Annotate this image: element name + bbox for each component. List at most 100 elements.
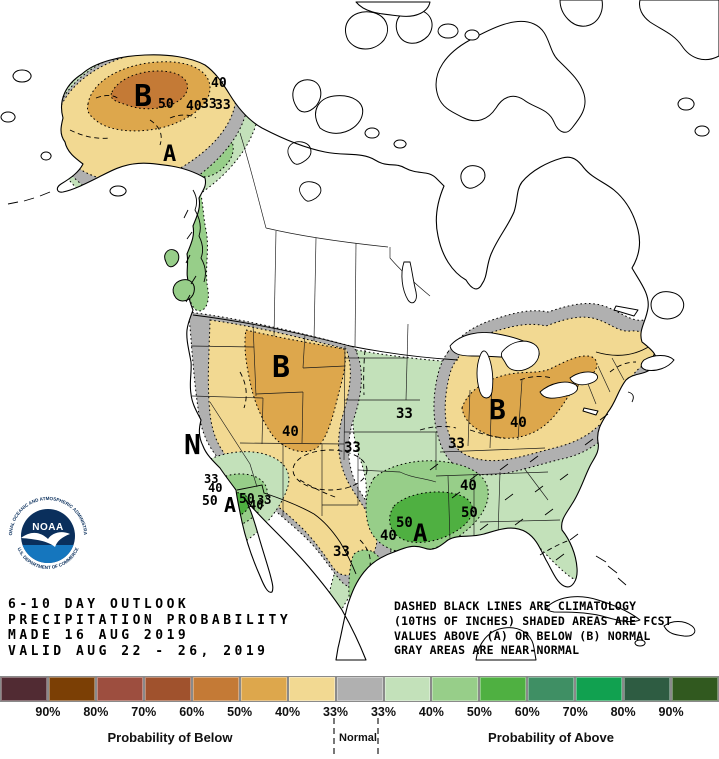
seagull-icon <box>21 532 70 547</box>
probability-legend: 90% 80% 70% 60% 50% 40% 33% 33% 40% 50% 60% 70% 80% 9… <box>0 676 719 756</box>
legend-cell-above_33 <box>383 676 432 702</box>
map-label-50: 50 <box>202 494 218 509</box>
legend-tick-labels: 90% 80% 70% 60% 50% 40% 33% 33% 40% 50% 60% 70% 80% 9… <box>0 702 719 722</box>
title-line-1: 6-10 DAY OUTLOOK <box>8 597 190 612</box>
kodiak-island <box>109 185 127 197</box>
map-label-33: 33 <box>396 406 413 422</box>
legend-cell-below_80 <box>47 676 96 702</box>
legend-cell-below_60 <box>143 676 192 702</box>
jamaica <box>634 639 646 647</box>
greenland <box>639 0 719 61</box>
nova-scotia <box>640 355 675 371</box>
map-label-B: B <box>272 350 290 385</box>
region-below-50-alaska-core <box>110 70 188 110</box>
map-label-A: A <box>163 142 176 167</box>
legend-cell-above_70 <box>575 676 624 702</box>
map-label-50: 50 <box>461 505 478 521</box>
legend-colorbar <box>0 676 719 702</box>
haida-gwaii <box>164 249 180 268</box>
note-line-1: DASHED BLACK LINES ARE CLIMATOLOGY <box>394 599 637 613</box>
note-line-4: GRAY AREAS ARE NEAR-NORMAL <box>394 643 580 658</box>
legend-tick: 60% <box>179 705 205 719</box>
title-line-2: PRECIPITATION PROBABILITY <box>8 612 292 628</box>
legend-tick: 33% <box>370 705 396 719</box>
legend-tick: 50% <box>227 705 253 719</box>
title-line-4: VALID AUG 22 - 26, 2019 <box>8 643 269 659</box>
legend-cell-above_90 <box>671 676 719 702</box>
us-mexico-border <box>236 484 357 575</box>
map-label-33: 33 <box>204 472 218 486</box>
map-label-50: 50 <box>158 97 174 112</box>
map-label-40: 40 <box>282 424 299 440</box>
map-label-40: 40 <box>460 478 477 494</box>
legend-tick: 90% <box>35 705 61 719</box>
great-bear-lake <box>287 141 312 165</box>
noaa-logo: NOAA NATIONAL OCEANIC AND ATMOSPHERIC AD… <box>4 492 88 570</box>
region-above-50-gulf <box>389 491 473 543</box>
legend-tick: 80% <box>610 705 636 719</box>
legend-cell-above_60 <box>527 676 576 702</box>
legend-cell-below_90 <box>0 676 48 702</box>
map-label-N: N <box>184 428 201 461</box>
legend-tick: 80% <box>83 705 109 719</box>
great-slave-lake <box>299 181 322 202</box>
legend-tick: 40% <box>275 705 301 719</box>
map-label-A: A <box>413 519 428 547</box>
lake-erie <box>539 381 578 399</box>
map-label-50: 50 <box>239 492 255 507</box>
southampton-island <box>460 165 486 189</box>
map-label-B: B <box>134 79 152 114</box>
above-caption: Probability of Above <box>488 730 614 745</box>
map-label-40: 40 <box>208 481 222 495</box>
map-label-33: 33 <box>333 544 350 560</box>
bc-coast-detail <box>183 189 206 303</box>
yucatan <box>475 627 537 661</box>
islands <box>0 0 719 661</box>
legend-cell-below_50 <box>191 676 240 702</box>
map-label-33: 33 <box>448 436 465 452</box>
legend-cell-above_80 <box>623 676 672 702</box>
lake-winnipeg <box>401 261 417 304</box>
normal-separator-right <box>377 718 379 754</box>
map-label-33: 33 <box>257 493 271 507</box>
legend-tick: 50% <box>466 705 492 719</box>
legend-cell-below_70 <box>95 676 144 702</box>
map-label-33: 33 <box>201 97 217 112</box>
map-label-33: 33 <box>215 98 231 113</box>
legend-cell-above_50 <box>479 676 528 702</box>
title-line-3: MADE 16 AUG 2019 <box>8 628 190 643</box>
long-island <box>582 407 599 416</box>
below-caption: Probability of Below <box>107 730 233 745</box>
vancouver-island <box>172 279 195 302</box>
map-label-40: 40 <box>211 76 227 91</box>
map-label-40: 40 <box>380 528 397 544</box>
legend-cell-above_40 <box>431 676 480 702</box>
climatology-dashed-lines <box>69 95 637 567</box>
legend-tick: 33% <box>323 705 349 719</box>
legend-tick: 70% <box>562 705 588 719</box>
map-notes: DASHED BLACK LINES ARE CLIMATOLOGY (10TH… <box>394 599 672 658</box>
legend-tick: 40% <box>418 705 444 719</box>
note-line-2: (10THS OF INCHES) SHADED AREAS ARE FCST <box>394 613 672 628</box>
map-label-A: A <box>224 493 236 517</box>
lake-huron <box>500 340 540 372</box>
lake-michigan <box>476 350 494 399</box>
cuba <box>546 596 641 623</box>
map-label-40: 40 <box>186 99 202 114</box>
product-title: 6-10 DAY OUTLOOK PRECIPITATION PROBABILI… <box>8 597 291 659</box>
legend-captions: Probability of Below Normal Probability … <box>0 718 719 756</box>
legend-tick: 60% <box>514 705 540 719</box>
lake-ontario <box>569 371 599 386</box>
normal-separator-left <box>333 718 335 754</box>
noaa-wordmark: NOAA <box>32 522 63 533</box>
map-label-33: 33 <box>344 440 361 456</box>
legend-tick: 90% <box>658 705 684 719</box>
map-label-40: 40 <box>510 415 527 431</box>
hispaniola <box>663 621 696 637</box>
map-label-40: 40 <box>249 498 263 512</box>
legend-tick: 70% <box>131 705 157 719</box>
lakes <box>287 141 599 399</box>
